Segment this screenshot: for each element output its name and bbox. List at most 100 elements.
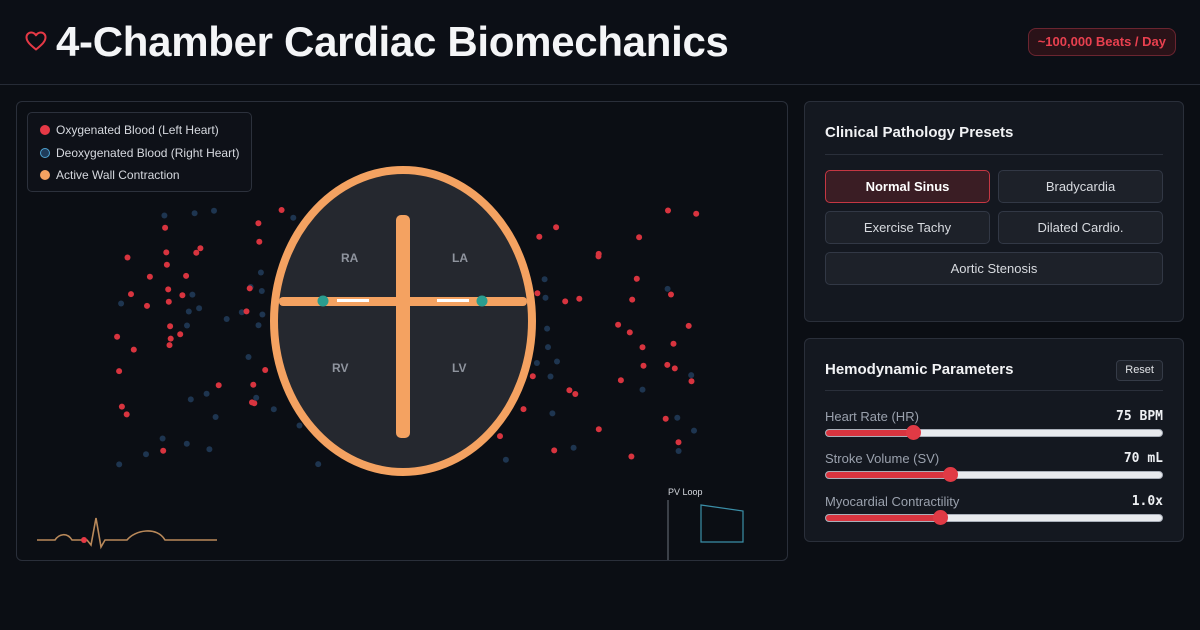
pathology-presets-card: Clinical Pathology Presets Normal Sinus …	[804, 101, 1184, 322]
oxygenated-particle	[165, 286, 172, 293]
pv-loop-curve	[700, 504, 744, 543]
deoxygenated-particle	[253, 394, 260, 401]
red-dot-icon	[40, 125, 50, 136]
oxygenated-particle	[166, 342, 173, 349]
blue-dot-icon	[40, 147, 50, 158]
oxygenated-particle	[595, 426, 602, 433]
oxygenated-particle	[118, 403, 125, 410]
oxygenated-particle	[497, 433, 503, 440]
preset-dilated-cardio-button[interactable]: Dilated Cardio.	[998, 211, 1163, 244]
deoxygenated-particle	[143, 451, 149, 458]
heart-rate-slider[interactable]	[825, 425, 1163, 440]
oxygenated-particle	[629, 296, 636, 303]
tricuspid-valve-node	[317, 295, 329, 307]
oxygenated-particle	[183, 272, 190, 279]
oxygenated-particle	[595, 253, 602, 260]
oxygenated-particle	[617, 377, 624, 384]
oxygenated-particle	[250, 381, 257, 388]
deoxygenated-particle	[296, 422, 303, 429]
slider-thumb[interactable]	[933, 510, 949, 525]
oxygenated-particle	[576, 295, 583, 302]
oxygenated-particle	[572, 391, 579, 397]
oxygenated-particle	[130, 346, 137, 353]
oxygenated-particle	[116, 368, 123, 375]
heart-model: RA LA RV LV	[270, 166, 536, 476]
deoxygenated-particle	[245, 354, 252, 360]
oxygenated-particle	[162, 224, 169, 231]
oxygenated-particle	[662, 415, 669, 422]
reset-button[interactable]: Reset	[1116, 360, 1163, 381]
stroke-volume-slider[interactable]	[825, 467, 1163, 482]
oxygenated-particle	[685, 322, 692, 329]
mitral-valve	[437, 299, 469, 302]
deoxygenated-particle	[549, 410, 556, 417]
param-heart-rate: Heart Rate (HR) 75 BPM	[825, 409, 1163, 443]
oxygenated-particle	[534, 290, 541, 297]
presets-title: Clinical Pathology Presets	[825, 124, 1014, 141]
oxygenated-particle	[671, 365, 678, 372]
chamber-label-ra: RA	[341, 251, 359, 265]
oxygenated-particle	[640, 362, 647, 369]
oxygenated-particle	[163, 261, 170, 268]
deoxygenated-particle	[238, 309, 245, 316]
interventricular-septum	[396, 215, 410, 438]
slider-thumb[interactable]	[906, 425, 922, 440]
deoxygenated-particle	[185, 308, 192, 315]
deoxygenated-particle	[183, 440, 190, 447]
oxygenated-particle	[633, 275, 640, 282]
oxygenated-particle	[177, 331, 184, 338]
mitral-valve-node	[476, 295, 488, 307]
deoxygenated-particle	[189, 291, 196, 298]
deoxygenated-particle	[544, 325, 551, 332]
heart-canvas[interactable]: RA LA RV LV PV Loop	[17, 102, 788, 561]
deoxygenated-particle	[545, 344, 551, 351]
oxygenated-particle	[165, 298, 172, 305]
deoxygenated-particle	[196, 305, 203, 312]
beats-badge: ~100,000 Beats / Day	[1027, 28, 1176, 56]
oxygenated-particle	[262, 367, 269, 373]
deoxygenated-particle	[570, 444, 577, 451]
preset-aortic-stenosis-button[interactable]: Aortic Stenosis	[825, 252, 1163, 285]
deoxygenated-particle	[187, 396, 194, 403]
oxygenated-particle	[639, 344, 646, 351]
deoxygenated-particle	[270, 406, 277, 413]
slider-thumb[interactable]	[943, 467, 959, 482]
tricuspid-valve	[337, 299, 369, 302]
deoxygenated-particle	[664, 285, 671, 292]
preset-bradycardia-button[interactable]: Bradycardia	[998, 170, 1163, 203]
divider	[825, 390, 1163, 391]
oxygenated-particle	[124, 254, 131, 261]
oxygenated-particle	[628, 453, 635, 460]
oxygenated-particle	[670, 340, 677, 347]
oxygenated-particle	[128, 291, 134, 298]
oxygenated-particle	[566, 387, 573, 394]
chamber-label-lv: LV	[452, 361, 466, 375]
oxygenated-particle	[243, 308, 250, 315]
deoxygenated-particle	[290, 214, 297, 221]
deoxygenated-particle	[223, 316, 230, 322]
oxygenated-particle	[193, 249, 200, 256]
heart-visualization-panel[interactable]: RA LA RV LV PV Loop Oxygenated Blood (Le…	[16, 101, 788, 561]
param-contractility: Myocardial Contractility 1.0x	[825, 494, 1163, 528]
oxygenated-particle	[664, 361, 671, 368]
contractility-value: 1.0x	[1131, 494, 1163, 509]
deoxygenated-particle	[184, 322, 190, 329]
oxygenated-particle	[160, 447, 167, 454]
deoxygenated-particle	[259, 311, 266, 318]
deoxygenated-particle	[191, 210, 198, 217]
deoxygenated-particle	[212, 414, 219, 420]
deoxygenated-particle	[675, 448, 682, 454]
contractility-slider[interactable]	[825, 510, 1163, 525]
preset-normal-sinus-button[interactable]: Normal Sinus	[825, 170, 990, 203]
oxygenated-particle	[626, 329, 633, 336]
ecg-cursor	[81, 537, 87, 543]
deoxygenated-particle	[258, 288, 265, 294]
oxygenated-particle	[693, 210, 700, 217]
slider-fill	[826, 430, 914, 436]
oxygenated-particle	[255, 220, 262, 227]
preset-exercise-tachy-button[interactable]: Exercise Tachy	[825, 211, 990, 244]
deoxygenated-particle	[639, 386, 646, 393]
oxygenated-particle	[163, 249, 170, 256]
av-plane	[279, 297, 527, 306]
deoxygenated-particle	[203, 390, 210, 397]
